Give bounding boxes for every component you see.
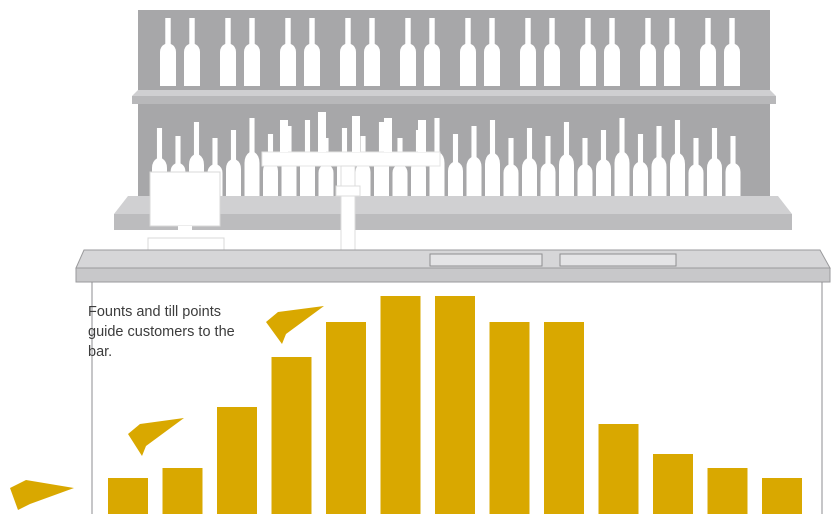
- bottle-icon-lower-30: [688, 138, 704, 208]
- bottle-icon-lower-32: [725, 136, 741, 208]
- bottle-icon-upper-9: [400, 18, 416, 86]
- bottle-icon-lower-27: [633, 134, 648, 208]
- bottle-icon-upper-11: [460, 18, 476, 86]
- bottle-icon-upper-20: [724, 18, 740, 86]
- bar-4: [271, 357, 312, 514]
- bottle-icon-lower-18: [466, 126, 482, 208]
- bottle-icon-lower-25: [596, 130, 611, 208]
- bottle-icon-lower-24: [577, 138, 593, 208]
- lower-shelf: [114, 196, 792, 230]
- bottle-icon-upper-19: [700, 18, 716, 86]
- bottle-icon-lower-8: [281, 126, 297, 208]
- drip-tray-left: [429, 253, 543, 267]
- customer-density-bars: [108, 296, 802, 514]
- bar-7: [435, 296, 475, 514]
- bottle-icon-upper-8: [364, 18, 380, 86]
- arrow-icon-top: [266, 306, 324, 344]
- bottle-icon-upper-14: [544, 18, 560, 86]
- bottle-icon-upper-13: [520, 18, 536, 86]
- bottle-icon-upper-6: [304, 18, 320, 86]
- bottle-icon-lower-15: [411, 130, 426, 208]
- upper-bottle-row: [160, 18, 740, 86]
- bottle-icon-lower-6: [244, 118, 260, 208]
- bottle-icon-lower-14: [392, 138, 408, 208]
- bar-6: [380, 296, 421, 514]
- till-icon: [147, 171, 225, 259]
- bottle-icon-upper-17: [640, 18, 656, 86]
- bar-9: [544, 322, 584, 514]
- bar-10: [598, 424, 639, 514]
- beer-fount-icon: [261, 112, 441, 261]
- bottle-icon-lower-29: [670, 120, 685, 208]
- bar-11: [653, 454, 693, 514]
- bottle-icon-upper-3: [220, 18, 236, 86]
- bar-13: [762, 478, 802, 514]
- bottle-icon-upper-12: [484, 18, 500, 86]
- bar-counter-top: [75, 249, 831, 283]
- arrow-icon-middle: [128, 418, 184, 456]
- arrow-icon-bottom: [10, 480, 74, 510]
- bar-5: [326, 322, 366, 514]
- bottle-icon-lower-10: [318, 138, 334, 208]
- bottle-icon-lower-7: [263, 134, 278, 208]
- bottle-icon-upper-5: [280, 18, 296, 86]
- bar-counter-front: [91, 282, 823, 514]
- bottle-icon-upper-4: [244, 18, 260, 86]
- bottle-icon-upper-15: [580, 18, 596, 86]
- annotation-text: Founts and till points guide customers t…: [88, 304, 235, 360]
- bar-2: [162, 468, 203, 514]
- bottle-icon-upper-2: [184, 18, 200, 86]
- bottle-icon-lower-17: [448, 134, 463, 208]
- bar-8: [489, 322, 530, 514]
- bottle-icon-lower-19: [485, 120, 500, 208]
- bottle-icon-lower-20: [503, 138, 519, 208]
- bottle-icon-lower-23: [559, 122, 574, 208]
- bar-12: [707, 468, 748, 514]
- bottle-icon-lower-28: [651, 126, 667, 208]
- bottle-icon-upper-7: [340, 18, 356, 86]
- bottle-icon-lower-22: [540, 136, 556, 208]
- bar-3: [217, 407, 257, 514]
- bottle-icon-lower-21: [522, 128, 537, 208]
- bar-1: [108, 478, 148, 514]
- bottle-icon-lower-26: [614, 118, 630, 208]
- bottle-icon-upper-18: [664, 18, 680, 86]
- bottle-icon-upper-10: [424, 18, 440, 86]
- drip-tray-right: [559, 253, 677, 267]
- bottle-icon-upper-1: [160, 18, 176, 86]
- bottle-icon-upper-16: [604, 18, 620, 86]
- bottle-icon-lower-31: [707, 128, 722, 208]
- bottle-icon-lower-5: [226, 130, 241, 208]
- upper-shelf: [132, 90, 776, 104]
